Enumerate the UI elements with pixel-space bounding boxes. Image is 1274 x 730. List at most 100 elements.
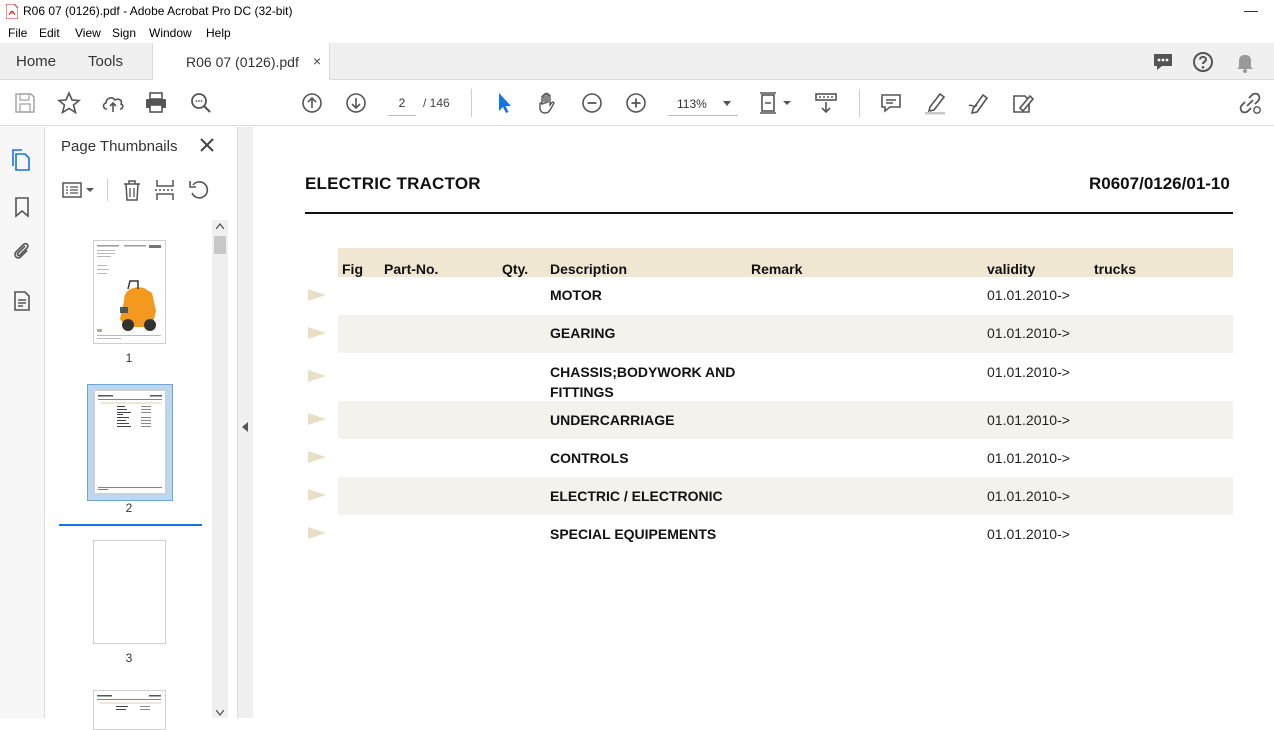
col-remark: Remark — [751, 261, 803, 277]
table-row[interactable]: ELECTRIC / ELECTRONIC 01.01.2010-> — [338, 477, 1233, 515]
highlight-pen-icon[interactable] — [922, 90, 948, 116]
row-description: SPECIAL EQUIPEMENTS — [550, 526, 717, 542]
tab-document[interactable]: R06 07 (0126).pdf × — [152, 43, 330, 80]
parts-table-header: Fig Part-No. Qty. Description Remark val… — [338, 248, 1233, 277]
document-view[interactable]: ELECTRIC TRACTOR R0607/0126/01-10 Fig Pa… — [253, 127, 1274, 718]
collapse-arrow-icon — [242, 422, 248, 432]
minimize-button[interactable]: — — [1244, 2, 1258, 18]
page-thumbnail-2-selected[interactable] — [87, 384, 173, 501]
page-thumbnail-3[interactable] — [93, 540, 166, 644]
draw-pencil-icon[interactable] — [966, 90, 992, 116]
save-icon[interactable] — [12, 90, 38, 116]
page-thumbnail-1[interactable] — [93, 240, 166, 344]
col-part-no: Part-No. — [384, 261, 439, 277]
print-icon[interactable] — [143, 90, 169, 116]
row-link-arrow-icon[interactable] — [308, 369, 326, 383]
page-thumbnail-label: 3 — [125, 651, 133, 665]
menu-window[interactable]: Window — [149, 26, 192, 40]
menu-view[interactable]: View — [75, 26, 101, 40]
toolbar: 2 / 146 113% — [0, 80, 1274, 126]
page-position-indicator — [59, 524, 202, 526]
page-total-label: / 146 — [423, 96, 450, 110]
page-number-input[interactable]: 2 — [388, 90, 416, 116]
rotate-icon[interactable] — [187, 177, 211, 203]
help-icon[interactable] — [1190, 49, 1216, 75]
row-description: UNDERCARRIAGE — [550, 412, 675, 428]
row-validity: 01.01.2010-> — [987, 450, 1070, 466]
select-cursor-icon[interactable] — [491, 90, 517, 116]
document-code: R0607/0126/01-10 — [1089, 174, 1230, 193]
menu-help[interactable]: Help — [206, 26, 231, 40]
page-thumbnails-panel: Page Thumbnails — [45, 127, 237, 730]
page-thumbnails-icon[interactable] — [10, 148, 34, 172]
star-bookmark-icon[interactable] — [56, 90, 82, 116]
window-title: R06 07 (0126).pdf - Adobe Acrobat Pro DC… — [23, 4, 293, 18]
row-description: MOTOR — [550, 287, 602, 303]
delete-trash-icon[interactable] — [120, 177, 144, 203]
tab-close-icon[interactable]: × — [313, 53, 322, 69]
table-row[interactable]: UNDERCARRIAGE 01.01.2010-> — [338, 401, 1233, 439]
toolbar-divider — [107, 179, 108, 201]
tab-home[interactable]: Home — [16, 53, 57, 70]
panel-collapse-handle[interactable] — [237, 127, 253, 718]
row-description: GEARING — [550, 325, 616, 341]
document-title: ELECTRIC TRACTOR — [305, 174, 481, 193]
fill-sign-icon[interactable] — [1010, 90, 1036, 116]
zoom-out-icon[interactable] — [579, 90, 605, 116]
menu-bar: File Edit View Sign Window Help — [0, 23, 1274, 43]
thumbnails-scrollbar[interactable] — [212, 220, 228, 718]
col-fig: Fig — [342, 261, 363, 277]
row-validity: 01.01.2010-> — [987, 364, 1070, 380]
scroll-up-arrow-icon[interactable] — [216, 223, 224, 229]
add-comment-icon[interactable] — [878, 90, 904, 116]
document-properties-icon[interactable] — [10, 289, 34, 313]
scroll-mode-icon[interactable] — [813, 90, 839, 116]
cloud-upload-icon[interactable] — [100, 90, 126, 116]
row-link-arrow-icon[interactable] — [308, 288, 326, 302]
comment-bubble-icon[interactable] — [1150, 49, 1176, 75]
tab-tools[interactable]: Tools — [88, 53, 124, 70]
menu-sign[interactable]: Sign — [112, 26, 137, 40]
zoom-level-dropdown[interactable]: 113% — [668, 90, 738, 116]
next-page-icon[interactable] — [343, 90, 369, 116]
share-link-icon[interactable] — [1237, 90, 1263, 116]
row-link-arrow-icon[interactable] — [308, 488, 326, 502]
row-link-arrow-icon[interactable] — [308, 450, 326, 464]
zoom-in-icon[interactable] — [623, 90, 649, 116]
col-trucks: trucks — [1094, 261, 1137, 277]
table-row[interactable]: MOTOR 01.01.2010-> — [338, 277, 1233, 315]
page-fit-icon[interactable] — [757, 90, 795, 116]
menu-file[interactable]: File — [8, 26, 28, 40]
row-validity: 01.01.2010-> — [987, 488, 1070, 504]
table-row[interactable]: SPECIAL EQUIPEMENTS 01.01.2010-> — [338, 515, 1233, 553]
row-description: CONTROLS — [550, 450, 629, 466]
notifications-bell-icon[interactable] — [1232, 49, 1258, 75]
close-icon[interactable] — [197, 135, 217, 155]
row-validity: 01.01.2010-> — [987, 526, 1070, 542]
row-link-arrow-icon[interactable] — [308, 412, 326, 426]
thumbnail-options-icon[interactable] — [61, 177, 95, 203]
page-4-preview — [97, 695, 161, 710]
bookmark-icon[interactable] — [10, 195, 34, 219]
menu-edit[interactable]: Edit — [39, 26, 60, 40]
tab-document-label: R06 07 (0126).pdf — [186, 54, 299, 70]
table-row[interactable]: GEARING 01.01.2010-> — [338, 315, 1233, 353]
row-link-arrow-icon[interactable] — [308, 326, 326, 340]
chevron-down-icon — [723, 101, 731, 106]
hand-tool-icon[interactable] — [535, 90, 561, 116]
table-row[interactable]: CONTROLS 01.01.2010-> — [338, 439, 1233, 477]
attachment-paperclip-icon[interactable] — [10, 240, 34, 264]
extract-pages-icon[interactable] — [153, 177, 177, 203]
scrollbar-thumb[interactable] — [214, 236, 226, 254]
acrobat-app-icon — [6, 4, 18, 19]
page-thumbnail-4[interactable] — [93, 690, 166, 730]
table-row[interactable]: CHASSIS;BODYWORK AND FITTINGS 01.01.2010… — [338, 353, 1233, 401]
search-zoom-icon[interactable] — [188, 90, 214, 116]
page-thumbnail-label: 2 — [125, 501, 133, 515]
col-description: Description — [550, 261, 628, 277]
row-link-arrow-icon[interactable] — [308, 526, 326, 540]
scroll-down-arrow-icon[interactable] — [216, 710, 224, 716]
toolbar-divider — [859, 89, 860, 117]
row-validity: 01.01.2010-> — [987, 287, 1070, 303]
previous-page-icon[interactable] — [299, 90, 325, 116]
